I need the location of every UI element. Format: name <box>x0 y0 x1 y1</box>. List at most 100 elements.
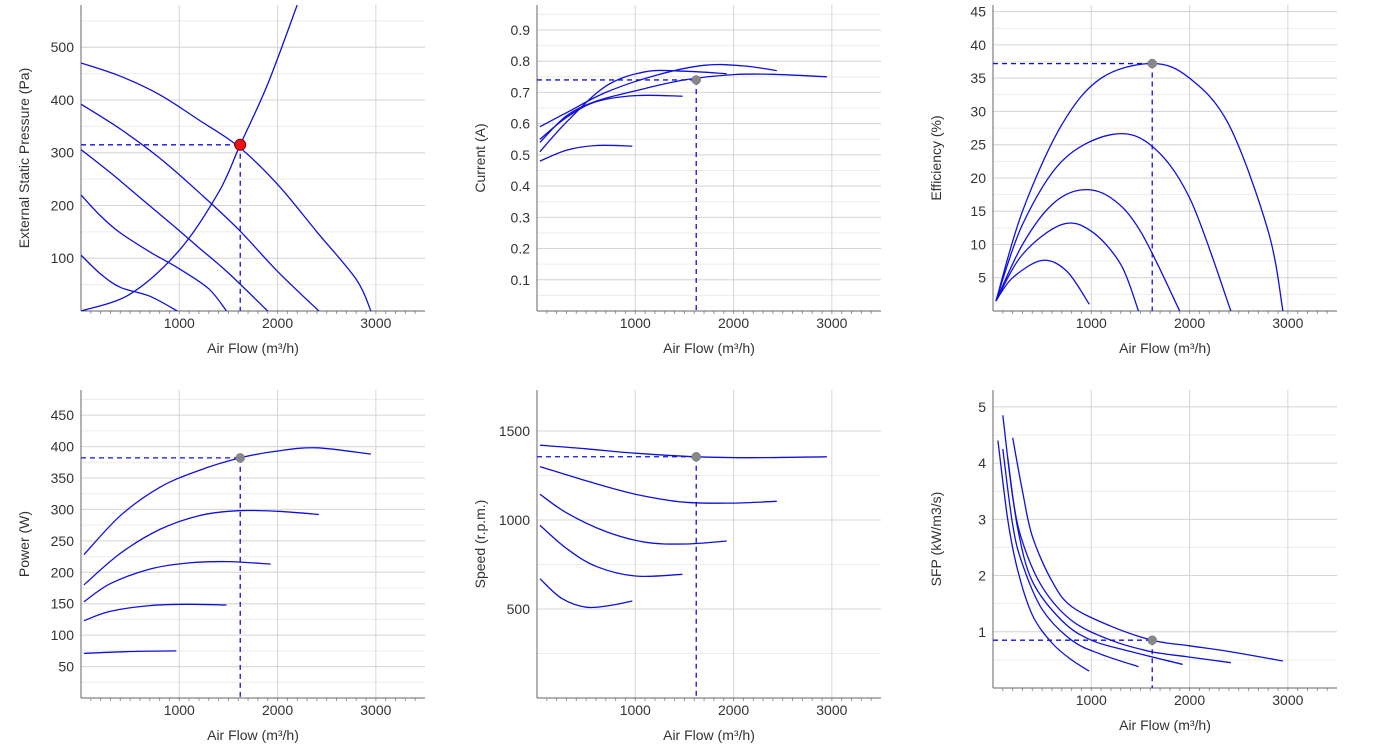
chart-efficiency: 1000 2000 3000 5 10 15 20 25 30 35 40 45 Air Flow (m… <box>928 4 1337 356</box>
series-line-4 <box>995 222 1140 311</box>
series-line-1 <box>1012 437 1284 662</box>
operating-point-marker <box>234 138 247 151</box>
x-tick-label: 1000 <box>620 315 651 331</box>
y-tick-label: 0.3 <box>511 209 531 225</box>
y-tick-label: 200 <box>51 564 75 580</box>
series-line-5 <box>539 578 633 609</box>
x-tick-label: 1000 <box>164 315 195 331</box>
series-line-1 <box>83 447 371 556</box>
series-line-5 <box>81 254 178 311</box>
x-tick-label: 1000 <box>1076 692 1107 708</box>
x-tick-label: 1000 <box>1076 315 1107 331</box>
y-tick-label: 0.5 <box>511 147 531 163</box>
x-tick-label: 3000 <box>816 702 847 718</box>
operating-point-marker <box>691 75 701 85</box>
series-line-3 <box>995 188 1181 311</box>
y-tick-label: 25 <box>970 137 986 153</box>
y-tick-label: 50 <box>58 659 74 675</box>
x-tick-label: 2000 <box>718 315 749 331</box>
chart-sfp: 1000 2000 3000 1 2 3 4 5 Air Flow (m³/h) SFP (kW/… <box>928 390 1337 733</box>
y-tick-label: 10 <box>970 236 986 252</box>
series-line-1 <box>539 444 827 459</box>
x-tick-label: 3000 <box>816 315 847 331</box>
x-tick-label: 3000 <box>360 702 391 718</box>
y-tick-label: 500 <box>507 601 531 617</box>
series-line-3 <box>83 560 271 603</box>
y-tick-label: 0.7 <box>511 84 531 100</box>
y-tick-label: 300 <box>51 145 75 161</box>
y-tick-label: 5 <box>978 399 986 415</box>
x-axis-label: Air Flow (m³/h) <box>1119 340 1211 356</box>
x-tick-label: 3000 <box>1272 315 1303 331</box>
series-line-5 <box>539 144 633 162</box>
x-tick-label: 1000 <box>620 702 651 718</box>
y-tick-label: 15 <box>970 203 986 219</box>
chart-power: 1000 2000 3000 50 100 150 200 250 300 350 400 450 Ai… <box>16 390 425 743</box>
y-tick-label: 20 <box>970 170 986 186</box>
x-tick-label: 3000 <box>360 315 391 331</box>
y-tick-label: 400 <box>51 92 75 108</box>
operating-point-marker <box>1147 635 1157 645</box>
series-line-4 <box>539 524 683 578</box>
y-tick-label: 4 <box>978 455 986 471</box>
x-tick-label: 1000 <box>164 702 195 718</box>
y-tick-label: 350 <box>51 470 75 486</box>
series-line-4 <box>1002 448 1139 668</box>
y-tick-label: 35 <box>970 70 986 86</box>
x-axis-label: Air Flow (m³/h) <box>663 340 755 356</box>
y-tick-label: 1 <box>978 624 986 640</box>
chart-pressure: 1000 2000 3000 100 200 300 400 500 Air Flow (m³/… <box>16 5 425 356</box>
y-axis-label: Current (A) <box>472 123 488 192</box>
series-line-5 <box>83 650 177 655</box>
x-tick-label: 2000 <box>262 315 293 331</box>
series-line-4 <box>81 194 228 311</box>
y-axis-label: Power (W) <box>16 511 32 577</box>
y-tick-label: 1000 <box>499 512 530 528</box>
y-tick-label: 0.9 <box>511 22 531 38</box>
y-tick-label: 150 <box>51 596 75 612</box>
series-line-3 <box>539 493 727 545</box>
y-axis-label: External Static Pressure (Pa) <box>16 68 32 249</box>
chart-speed: 1000 2000 3000 500 1000 1500 Air Flow (m³/h) Sp… <box>472 390 881 743</box>
y-axis-label: SFP (kW/m3/s) <box>928 492 944 587</box>
operating-point-marker <box>235 453 245 463</box>
series-line-3 <box>81 149 269 311</box>
y-axis-label: Speed (r.p.m.) <box>472 500 488 589</box>
x-axis-label: Air Flow (m³/h) <box>663 727 755 743</box>
series-line-5 <box>995 259 1090 305</box>
series-line-2 <box>995 132 1232 311</box>
y-tick-label: 450 <box>51 407 75 423</box>
x-tick-label: 2000 <box>1174 315 1205 331</box>
y-tick-label: 0.8 <box>511 53 531 69</box>
series-line-2 <box>83 509 319 586</box>
series-line-1 <box>995 62 1284 311</box>
y-tick-label: 250 <box>51 533 75 549</box>
y-tick-label: 200 <box>51 197 75 213</box>
y-tick-label: 30 <box>970 103 986 119</box>
series-line-2 <box>539 63 777 128</box>
y-tick-label: 100 <box>51 627 75 643</box>
x-axis-label: Air Flow (m³/h) <box>207 727 299 743</box>
y-tick-label: 500 <box>51 39 75 55</box>
x-axis-label: Air Flow (m³/h) <box>1119 717 1211 733</box>
y-tick-label: 400 <box>51 439 75 455</box>
x-tick-label: 2000 <box>262 702 293 718</box>
y-tick-label: 40 <box>970 37 986 53</box>
x-tick-label: 3000 <box>1272 692 1303 708</box>
series-line-2 <box>81 103 320 311</box>
series-line-6 <box>81 5 298 311</box>
y-tick-label: 1500 <box>499 423 530 439</box>
y-tick-label: 100 <box>51 250 75 266</box>
operating-point-marker <box>691 452 701 462</box>
x-axis-label: Air Flow (m³/h) <box>207 340 299 356</box>
series-line-2 <box>1002 415 1231 664</box>
series-line-4 <box>539 94 683 140</box>
y-tick-label: 0.4 <box>511 178 531 194</box>
y-tick-label: 0.6 <box>511 116 531 132</box>
y-tick-label: 0.1 <box>511 272 531 288</box>
series-line-3 <box>539 69 727 153</box>
chart-current: 1000 2000 3000 0.1 0.2 0.3 0.4 0.5 0.6 0.7 0.8 0.9 A… <box>472 5 881 356</box>
x-tick-label: 2000 <box>718 702 749 718</box>
operating-point-marker <box>1147 58 1157 69</box>
